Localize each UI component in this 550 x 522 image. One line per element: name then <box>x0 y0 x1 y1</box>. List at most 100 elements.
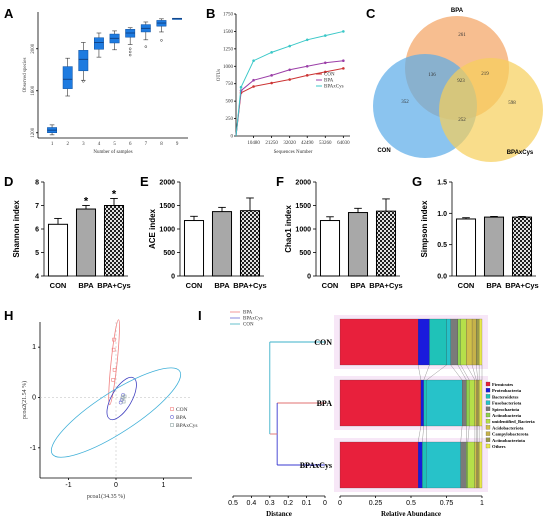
dendro-axis-label: Distance <box>266 510 292 518</box>
y-tick-label: 4 <box>35 274 39 281</box>
y-tick-label: 1500 <box>223 30 234 35</box>
bar-bpa <box>347 212 369 277</box>
bar-con <box>319 220 341 277</box>
series-line-bpaxcys <box>235 30 344 137</box>
scatter-point <box>112 337 116 342</box>
legend-label: CON <box>176 407 188 413</box>
y-tick-label: 2000 <box>31 43 36 54</box>
venn-region-count: 261 <box>458 33 466 38</box>
stack-segment <box>471 318 477 366</box>
x-axis-label: pcoa1(34.35 %) <box>87 493 125 500</box>
outlier-point <box>144 45 148 48</box>
confidence-ellipse-bpa <box>106 376 137 421</box>
connector-line <box>422 425 424 443</box>
y-tick-label: 1750 <box>223 13 234 18</box>
series-point <box>270 74 273 77</box>
x-tick-label: CON <box>186 281 203 290</box>
stack-segment <box>474 441 477 489</box>
y-tick-label: 1200 <box>31 127 36 138</box>
y-tick-label: 500 <box>226 100 234 105</box>
taxa-legend-label: Actinobacteria <box>492 413 522 418</box>
stack-segment <box>426 379 463 427</box>
venn-region-count: 923 <box>457 79 465 84</box>
taxa-legend-label: Campylobacterota <box>492 432 529 437</box>
x-tick-label: BPA+Cys <box>505 281 538 290</box>
x-tick-label: 0 <box>338 500 342 507</box>
x-axis-label: Number of samples <box>93 150 132 155</box>
stack-segment <box>446 318 451 366</box>
legend-marker <box>170 415 174 419</box>
venn-region-count: 252 <box>458 118 466 123</box>
dendro-tick-label: 0.4 <box>247 500 257 507</box>
bar-bpa-cys <box>239 210 261 277</box>
bar-bpa <box>211 211 233 277</box>
x-tick-label: 1 <box>162 482 166 489</box>
legend-marker <box>170 407 174 411</box>
box <box>94 37 104 50</box>
stack-segment <box>460 318 467 366</box>
x-tick-label: 0.25 <box>369 500 383 507</box>
series-point <box>288 78 291 81</box>
chart-h-pcoa: -1 0 1 -1 0 1 pcoa1(34.35 %) pcoa2(21.54 %) CON B… <box>21 319 198 500</box>
panel-label-c: C <box>366 6 376 21</box>
stack-segment <box>418 441 423 489</box>
stack-segment <box>469 379 476 427</box>
taxa-legend-swatch <box>485 425 491 430</box>
box <box>62 66 73 89</box>
y-tick-label: 1.0 <box>437 211 447 218</box>
venn-region-count: 352 <box>401 100 409 105</box>
series-point <box>239 85 243 89</box>
series-line-con <box>235 67 344 137</box>
panel-label-f: F <box>276 174 284 189</box>
stack-segment <box>479 318 483 366</box>
series-point <box>323 61 327 65</box>
y-axis-label: Observed species <box>23 58 28 93</box>
stack-segment <box>457 318 461 366</box>
connector-line <box>467 425 470 443</box>
dendro-tick-label: 0 <box>323 500 327 507</box>
panel-label-h: H <box>4 308 13 323</box>
taxa-legend-swatch <box>485 406 491 411</box>
y-tick-label: 1600 <box>31 85 36 96</box>
bar-bpa-cys <box>511 216 533 277</box>
x-tick-label: 5 <box>113 142 116 147</box>
venn-region-count: 219 <box>481 72 489 77</box>
y-tick-label: -1 <box>30 445 36 452</box>
y-tick-label: 0 <box>231 135 234 140</box>
x-tick-label: BPA+Cys <box>97 281 130 290</box>
x-tick-label: 10480 <box>247 141 260 146</box>
taxa-legend-label: Others <box>492 444 506 449</box>
sample-label: CON <box>314 338 332 347</box>
y-tick-label: 8 <box>35 180 39 187</box>
connector-line <box>471 364 477 381</box>
series-point <box>342 30 345 33</box>
x-tick-label: 8 <box>160 142 163 147</box>
taxa-legend-label: Bacteroidetes <box>492 394 519 399</box>
x-tick-label: -1 <box>65 482 71 489</box>
taxa-legend-swatch <box>485 394 491 399</box>
series-point <box>305 38 309 42</box>
x-tick-label: 32020 <box>283 141 296 146</box>
stack-segment <box>466 318 473 366</box>
x-tick-label: BPA <box>486 281 502 290</box>
venn-set-label: CON <box>377 148 390 154</box>
stack-segment <box>460 441 467 489</box>
scatter-point <box>111 347 116 352</box>
y-tick-label: 0.5 <box>437 242 447 249</box>
outlier-point <box>160 39 163 42</box>
bar-bpa-cys <box>103 205 125 277</box>
series-point <box>252 59 255 63</box>
y-tick-label: 2000 <box>295 180 311 187</box>
y-tick-label: 0 <box>171 274 175 281</box>
stack-segment <box>476 441 478 489</box>
legend-label: BPA <box>243 311 253 316</box>
x-tick-label: BPA <box>214 281 230 290</box>
y-tick-label: 0.0 <box>437 274 447 281</box>
significance-mark: * <box>84 196 89 208</box>
taxa-legend-label: unidentified_Bacteria <box>492 419 535 424</box>
y-tick-label: 250 <box>226 117 234 122</box>
x-axis-label: Sequences Number <box>274 150 313 155</box>
taxa-legend-swatch <box>485 400 491 405</box>
chart-c-venn: BPA CON BPAxCys 261 352 598 136 219 252 923 <box>373 8 543 162</box>
stack-segment <box>479 379 483 427</box>
